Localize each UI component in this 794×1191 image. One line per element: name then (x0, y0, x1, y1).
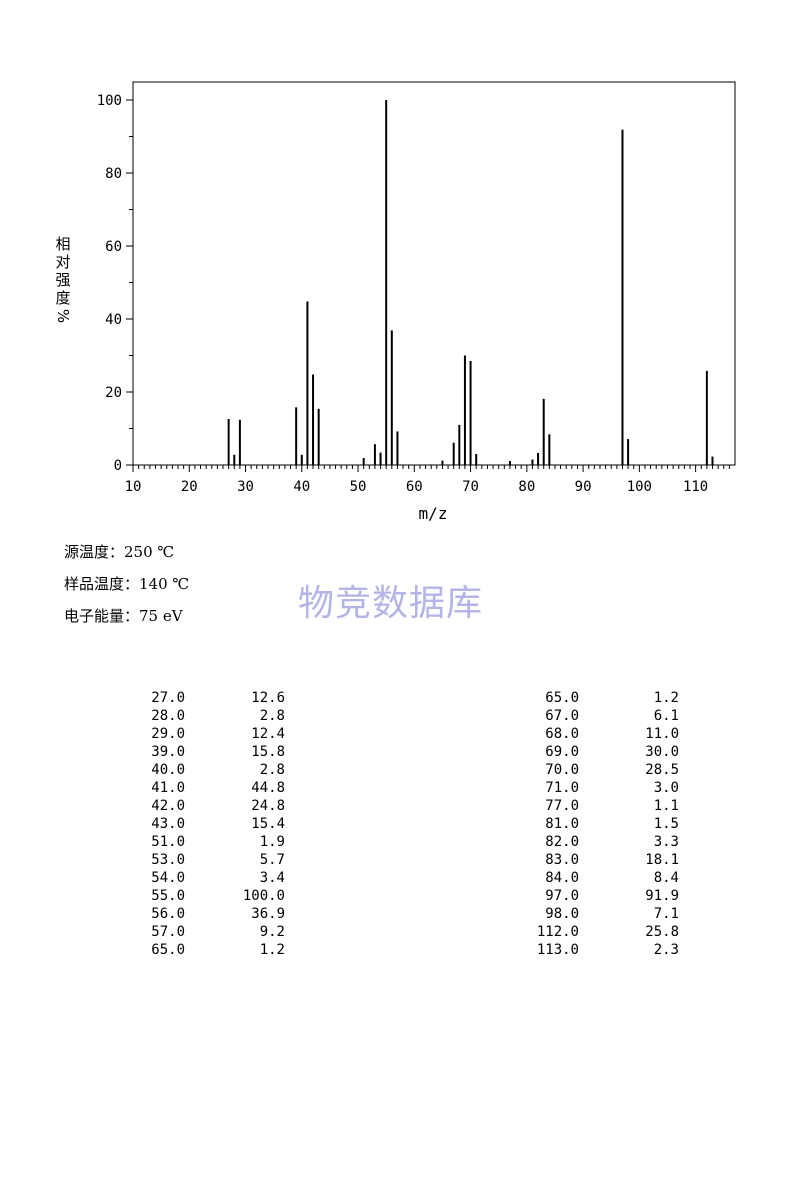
source-temperature: 源温度：250 ℃ (64, 543, 175, 561)
peak-intensity: 3.3 (653, 834, 679, 850)
watermark-logo: 物竞数据库 (298, 583, 484, 624)
peak-mz: 77.0 (545, 798, 579, 814)
peak-mz: 40.0 (151, 762, 185, 778)
y-axis-label-char: 强 (55, 271, 70, 289)
y-tick-label: 0 (114, 458, 122, 474)
peak-mz: 42.0 (151, 798, 185, 814)
x-tick-label: 100 (627, 479, 652, 495)
peak-intensity: 8.4 (653, 870, 679, 886)
x-tick-label: 110 (683, 479, 708, 495)
electron-energy: 电子能量：75 eV (64, 607, 183, 625)
peak-mz: 65.0 (151, 942, 185, 958)
x-tick-label: 20 (181, 479, 198, 495)
y-axis-label-char: 度 (55, 289, 70, 307)
peak-mz: 83.0 (545, 852, 579, 868)
peak-intensity: 18.1 (645, 852, 679, 868)
peak-mz: 69.0 (545, 744, 579, 760)
y-tick-label: 80 (105, 166, 122, 182)
peak-mz: 81.0 (545, 816, 579, 832)
peak-mz: 71.0 (545, 780, 579, 796)
peak-mz: 41.0 (151, 780, 185, 796)
peak-intensity: 24.8 (251, 798, 285, 814)
x-axis-label: m/z (419, 504, 448, 523)
peak-mz: 113.0 (536, 942, 579, 958)
y-tick-label: 60 (105, 239, 122, 255)
peak-intensity: 2.8 (259, 708, 285, 724)
x-tick-label: 30 (237, 479, 254, 495)
peak-mz: 97.0 (545, 888, 579, 904)
peak-intensity: 91.9 (645, 888, 679, 904)
peak-intensity: 1.2 (259, 942, 285, 958)
peak-mz: 28.0 (151, 708, 185, 724)
peak-mz: 112.0 (536, 924, 579, 940)
peak-intensity: 36.9 (251, 906, 285, 922)
peak-intensity: 1.2 (653, 690, 679, 706)
peak-mz: 27.0 (151, 690, 185, 706)
peak-intensity: 25.8 (645, 924, 679, 940)
x-tick-label: 40 (293, 479, 310, 495)
y-tick-label: 20 (105, 385, 122, 401)
peak-mz: 70.0 (545, 762, 579, 778)
peak-intensity: 12.6 (251, 690, 285, 706)
y-tick-label: 40 (105, 312, 122, 328)
peak-intensity: 15.4 (251, 816, 285, 832)
peak-intensity: 2.3 (653, 942, 679, 958)
peak-intensity: 7.1 (653, 906, 679, 922)
peak-intensity: 1.9 (259, 834, 285, 850)
peak-intensity: 3.4 (259, 870, 285, 886)
plot-frame (132, 81, 736, 466)
x-tick-label: 50 (350, 479, 367, 495)
peak-intensity: 12.4 (251, 726, 285, 742)
peak-intensity: 11.0 (645, 726, 679, 742)
peak-intensity: 30.0 (645, 744, 679, 760)
peak-mz: 54.0 (151, 870, 185, 886)
peak-mz: 43.0 (151, 816, 185, 832)
peak-mz: 56.0 (151, 906, 185, 922)
peak-mz: 68.0 (545, 726, 579, 742)
peak-intensity: 6.1 (653, 708, 679, 724)
y-axis-label-char: % (54, 309, 72, 323)
peak-intensity: 5.7 (259, 852, 285, 868)
y-axis-label-char: 对 (55, 253, 70, 271)
peak-mz: 53.0 (151, 852, 185, 868)
peak-mz: 98.0 (545, 906, 579, 922)
peak-intensity: 100.0 (242, 888, 285, 904)
peak-intensity: 9.2 (259, 924, 285, 940)
peak-mz: 55.0 (151, 888, 185, 904)
peak-intensity: 44.8 (251, 780, 285, 796)
peak-intensity: 3.0 (653, 780, 679, 796)
x-tick-label: 90 (575, 479, 592, 495)
mass-spectrum-chart: 10 20 30 40 50 60 70 80 90 100 110 0 20 40 60 80 100 m/… (54, 81, 736, 523)
peak-intensity: 1.1 (653, 798, 679, 814)
x-tick-label: 80 (518, 479, 535, 495)
peak-mz: 51.0 (151, 834, 185, 850)
peak-mz: 57.0 (151, 924, 185, 940)
y-axis-label-char: 相 (55, 235, 70, 253)
x-tick-label: 60 (406, 479, 423, 495)
x-tick-label: 10 (125, 479, 142, 495)
peak-mz: 29.0 (151, 726, 185, 742)
y-tick-label: 100 (97, 93, 122, 109)
peak-mz: 65.0 (545, 690, 579, 706)
peak-mz: 67.0 (545, 708, 579, 724)
peak-intensity: 2.8 (259, 762, 285, 778)
sample-temperature: 样品温度：140 ℃ (64, 575, 190, 593)
peak-mz: 84.0 (545, 870, 579, 886)
peak-intensity: 15.8 (251, 744, 285, 760)
peak-intensity: 1.5 (653, 816, 679, 832)
peak-mz: 39.0 (151, 744, 185, 760)
peak-intensity: 28.5 (645, 762, 679, 778)
peak-mz: 82.0 (545, 834, 579, 850)
x-tick-label: 70 (462, 479, 479, 495)
